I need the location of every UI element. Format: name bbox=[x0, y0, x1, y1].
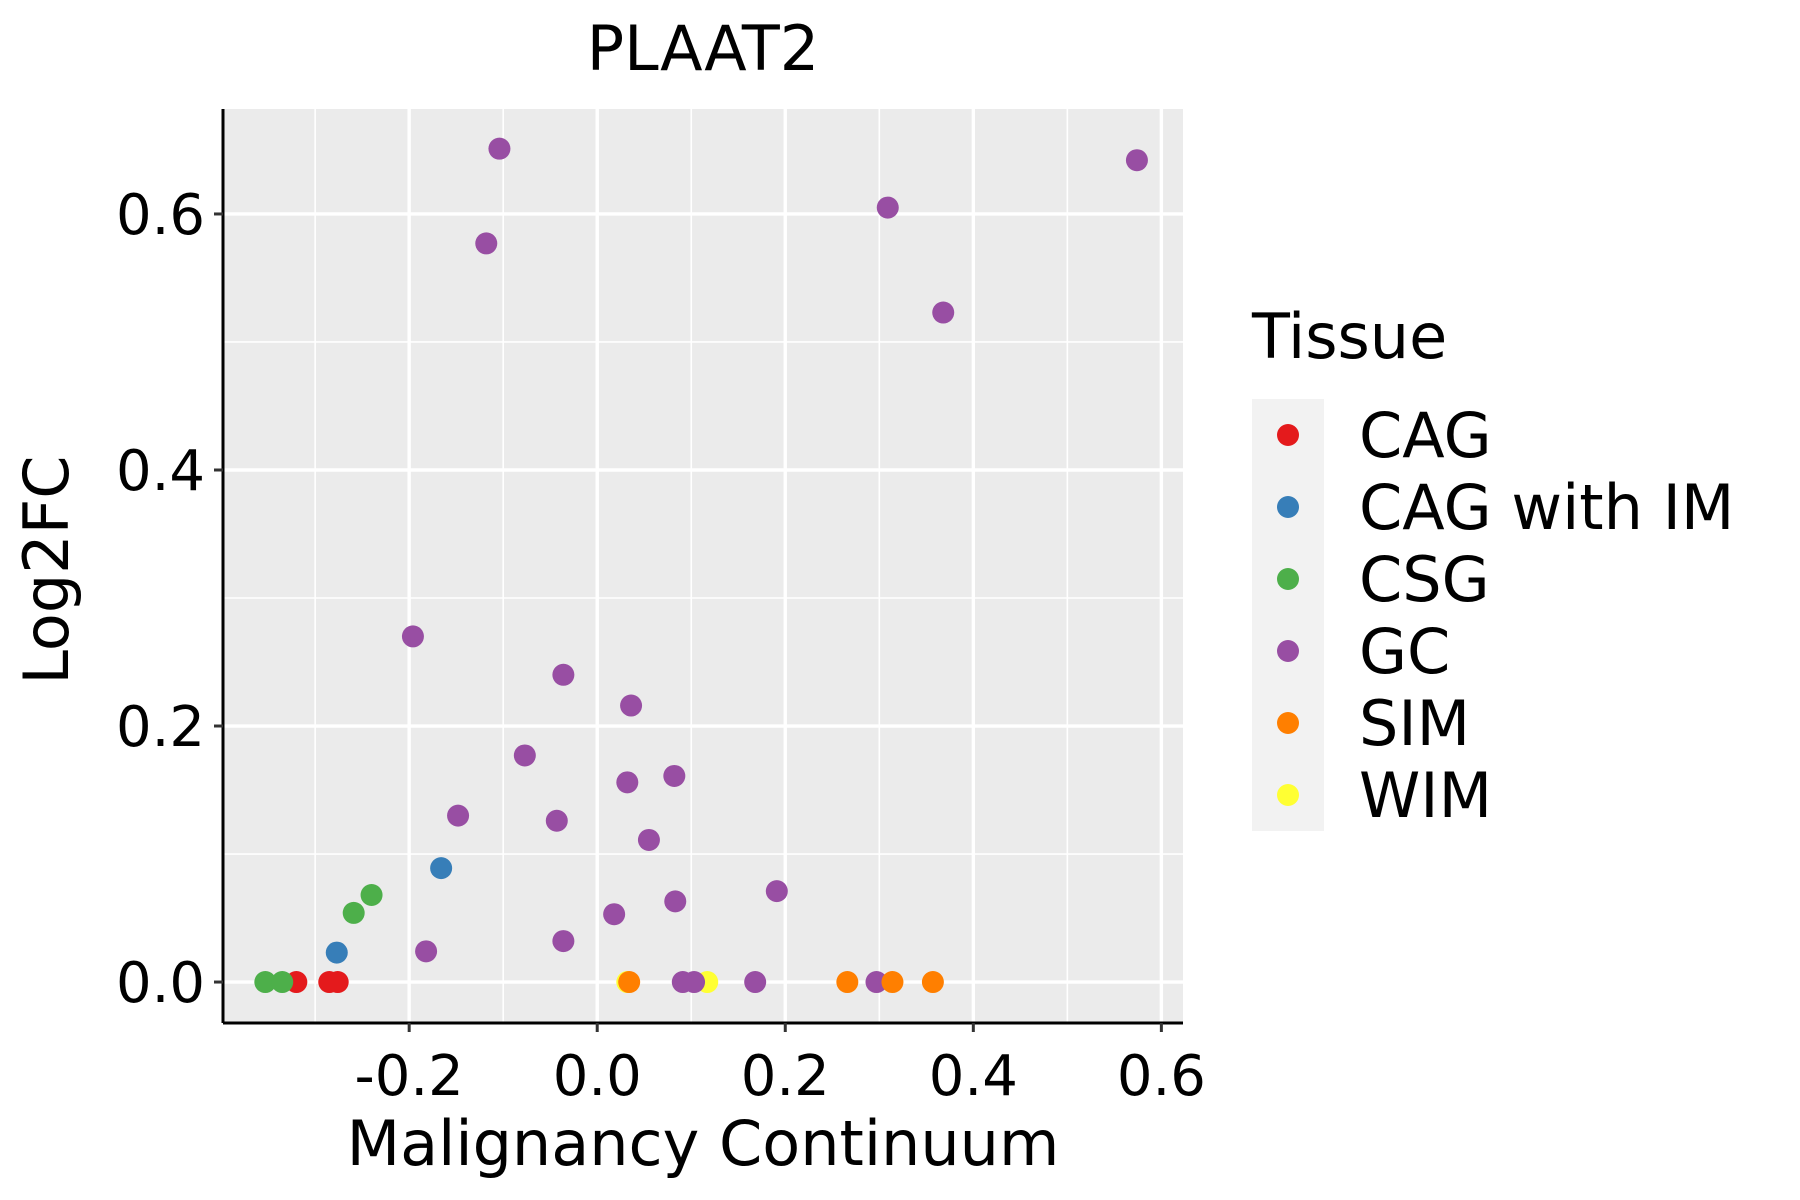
data-point-gc bbox=[552, 930, 575, 953]
legend-label: GC bbox=[1359, 615, 1450, 688]
legend-key-wim bbox=[1277, 784, 1299, 806]
chart-title: PLAAT2 bbox=[587, 12, 819, 85]
data-point-gc bbox=[603, 903, 626, 926]
data-point-sim bbox=[836, 971, 859, 994]
data-point-cag bbox=[326, 971, 349, 994]
data-point-gc bbox=[488, 137, 511, 160]
legend-key-cag bbox=[1277, 424, 1299, 446]
legend-key-sim bbox=[1277, 712, 1299, 734]
data-point-csg bbox=[271, 971, 294, 994]
legend-label: CSG bbox=[1359, 543, 1490, 616]
data-point-gc bbox=[765, 880, 788, 903]
data-point-csg bbox=[342, 901, 365, 924]
x-tick-label: 0.2 bbox=[741, 1044, 830, 1109]
legend-label: CAG with IM bbox=[1359, 471, 1734, 544]
data-point-gc bbox=[683, 971, 706, 994]
x-tick-labels: -0.2 0.0 0.2 0.4 0.6 bbox=[355, 1044, 1206, 1109]
data-point-gc bbox=[447, 804, 470, 827]
data-point-cag-with-im bbox=[325, 941, 348, 964]
data-point-gc bbox=[1125, 149, 1148, 172]
data-point-sim bbox=[881, 971, 904, 994]
y-tick-label: 0.4 bbox=[116, 439, 205, 504]
x-tick-label: -0.2 bbox=[355, 1044, 464, 1109]
data-point-gc bbox=[616, 771, 639, 794]
x-tick-label: 0.4 bbox=[929, 1044, 1018, 1109]
data-points bbox=[254, 137, 1148, 994]
data-point-gc bbox=[637, 828, 660, 851]
legend-key-gc bbox=[1277, 640, 1299, 662]
legend-item-csg: CSG bbox=[1277, 543, 1490, 616]
legend-key-background bbox=[1252, 399, 1324, 831]
data-point-gc bbox=[545, 809, 568, 832]
plot-panel bbox=[223, 109, 1183, 1023]
data-point-gc bbox=[744, 971, 767, 994]
legend-item-cag-with-im: CAG with IM bbox=[1277, 471, 1734, 544]
y-tick-labels: 0.0 0.2 0.4 0.6 bbox=[116, 183, 205, 1016]
data-point-gc bbox=[401, 625, 424, 648]
legend-item-gc: GC bbox=[1277, 615, 1450, 688]
legend-label: SIM bbox=[1359, 687, 1470, 760]
data-point-gc bbox=[475, 232, 498, 255]
legend-item-cag: CAG bbox=[1277, 399, 1492, 472]
data-point-gc bbox=[664, 890, 687, 913]
y-tick-label: 0.0 bbox=[116, 951, 205, 1016]
legend-item-sim: SIM bbox=[1277, 687, 1470, 760]
data-point-sim bbox=[921, 971, 944, 994]
data-point-csg bbox=[254, 971, 277, 994]
data-point-gc bbox=[513, 744, 536, 767]
x-axis-title: Malignancy Continuum bbox=[347, 1107, 1060, 1180]
y-tick-label: 0.2 bbox=[116, 695, 205, 760]
axes bbox=[214, 109, 1183, 1032]
data-point-gc bbox=[932, 301, 955, 324]
legend-title: Tissue bbox=[1251, 300, 1447, 373]
data-point-gc bbox=[415, 940, 438, 963]
legend-label: CAG bbox=[1359, 399, 1492, 472]
x-tick-label: 0.6 bbox=[1117, 1044, 1206, 1109]
legend-label: WIM bbox=[1359, 759, 1492, 832]
x-tick-label: 0.0 bbox=[553, 1044, 642, 1109]
legend-item-wim: WIM bbox=[1277, 759, 1492, 832]
data-point-gc bbox=[865, 971, 888, 994]
legend-key-cag-with-im bbox=[1277, 496, 1299, 518]
data-point-sim bbox=[618, 971, 641, 994]
y-axis-title: Log2FC bbox=[10, 455, 83, 684]
y-tick-label: 0.6 bbox=[116, 183, 205, 248]
data-point-csg bbox=[360, 883, 383, 906]
legend-key-csg bbox=[1277, 568, 1299, 590]
data-point-gc bbox=[663, 764, 686, 787]
data-point-gc bbox=[620, 694, 643, 717]
data-point-gc bbox=[552, 663, 575, 686]
data-point-gc bbox=[876, 196, 899, 219]
data-point-cag-with-im bbox=[430, 857, 453, 880]
